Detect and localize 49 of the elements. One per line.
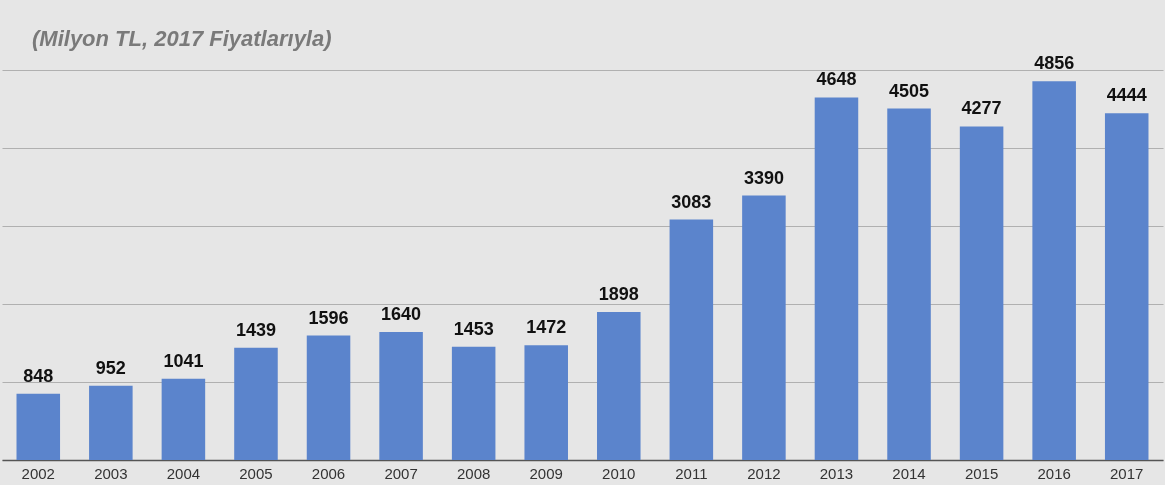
bar	[959, 126, 1004, 460]
x-tick-label: 2008	[456, 464, 491, 482]
data-label: 848	[23, 365, 54, 386]
x-tick-label: 2007	[384, 464, 418, 482]
x-tick-label: 2017	[1110, 464, 1144, 482]
data-label: 4277	[961, 98, 1002, 119]
x-tick-label: 2015	[964, 464, 999, 482]
data-label: 1453	[453, 318, 494, 339]
bar	[379, 332, 423, 460]
x-tick-label: 2014	[892, 464, 926, 482]
bar	[1104, 113, 1149, 460]
x-tick-label: 2013	[819, 464, 854, 482]
data-label: 1596	[308, 307, 349, 328]
data-label: 4856	[1034, 53, 1075, 74]
x-tick-label: 2006	[311, 464, 346, 482]
data-label: 3390	[743, 167, 784, 188]
x-tick-label: 2012	[747, 464, 781, 482]
data-label: 1439	[235, 319, 276, 340]
data-label: 1640	[381, 304, 422, 325]
x-tick-label: 2016	[1037, 464, 1071, 482]
x-tick-label: 2010	[602, 464, 636, 482]
data-label: 952	[95, 357, 126, 378]
data-label: 4444	[1106, 85, 1147, 106]
data-label: 1041	[163, 350, 204, 371]
x-tick-label: 2011	[675, 464, 708, 482]
data-label: 3083	[671, 191, 712, 212]
bar	[161, 378, 206, 460]
bar	[1032, 81, 1076, 460]
data-label: 1898	[598, 283, 639, 304]
chart-title: (Milyon TL, 2017 Fiyatlarıyla)	[32, 26, 332, 52]
x-tick-label: 2005	[239, 464, 273, 482]
bar	[451, 346, 496, 460]
bar	[887, 108, 931, 460]
bar	[234, 347, 278, 460]
bar	[597, 311, 641, 460]
data-label: 4648	[816, 69, 857, 90]
bar	[814, 97, 859, 460]
bar	[669, 219, 714, 460]
x-tick-label: 2002	[21, 464, 55, 482]
bar	[524, 345, 568, 460]
data-label: 1472	[526, 317, 567, 338]
x-tick-label: 2009	[529, 464, 563, 482]
bar	[89, 385, 133, 460]
x-tick-label: 2003	[94, 464, 128, 482]
x-tick-label: 2004	[166, 464, 201, 482]
bar	[742, 195, 786, 460]
data-label: 4505	[889, 80, 930, 101]
bar	[16, 393, 61, 460]
bar	[306, 335, 351, 460]
